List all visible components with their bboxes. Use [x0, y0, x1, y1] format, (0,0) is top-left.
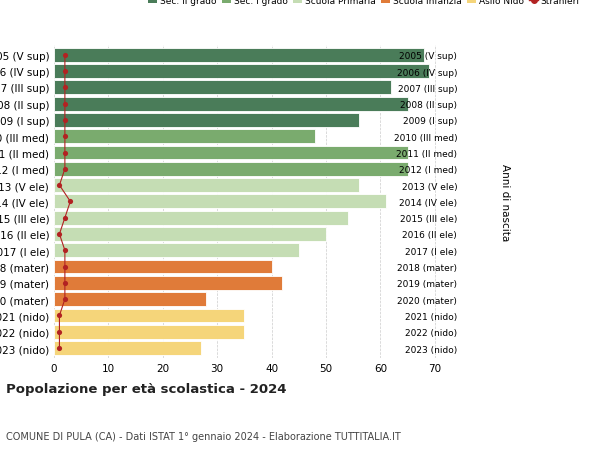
- Bar: [54, 97, 407, 112]
- Point: [60, 117, 70, 124]
- Bar: [54, 244, 299, 257]
- Bar: [54, 292, 206, 307]
- Point: [60, 150, 70, 157]
- Point: [55, 182, 64, 190]
- Bar: [54, 146, 407, 160]
- Text: COMUNE DI PULA (CA) - Dati ISTAT 1° gennaio 2024 - Elaborazione TUTTITALIA.IT: COMUNE DI PULA (CA) - Dati ISTAT 1° genn…: [6, 431, 401, 441]
- Point: [60, 68, 70, 76]
- Point: [55, 312, 64, 319]
- Bar: [54, 309, 244, 323]
- Bar: [54, 179, 359, 193]
- Text: Popolazione per età scolastica - 2024: Popolazione per età scolastica - 2024: [6, 382, 287, 395]
- Bar: [54, 49, 424, 62]
- Point: [60, 296, 70, 303]
- Bar: [54, 81, 391, 95]
- Bar: [54, 325, 244, 339]
- Bar: [54, 114, 359, 128]
- Point: [60, 166, 70, 173]
- Bar: [54, 211, 348, 225]
- Legend: Sec. II grado, Sec. I grado, Scuola Primaria, Scuola Infanzia, Asilo Nido, Stran: Sec. II grado, Sec. I grado, Scuola Prim…: [148, 0, 580, 6]
- Point: [55, 231, 64, 238]
- Point: [60, 214, 70, 222]
- Point: [55, 345, 64, 352]
- Bar: [54, 228, 326, 241]
- Bar: [54, 130, 315, 144]
- Point: [60, 280, 70, 287]
- Point: [60, 247, 70, 254]
- Point: [60, 52, 70, 59]
- Y-axis label: Anni di nascita: Anni di nascita: [500, 163, 509, 241]
- Bar: [54, 195, 386, 209]
- Point: [60, 101, 70, 108]
- Bar: [54, 341, 201, 355]
- Point: [60, 84, 70, 92]
- Bar: [54, 65, 430, 79]
- Bar: [54, 260, 272, 274]
- Point: [60, 263, 70, 271]
- Bar: [54, 162, 407, 176]
- Bar: [54, 276, 283, 290]
- Point: [65, 198, 75, 206]
- Point: [55, 328, 64, 336]
- Point: [60, 133, 70, 140]
